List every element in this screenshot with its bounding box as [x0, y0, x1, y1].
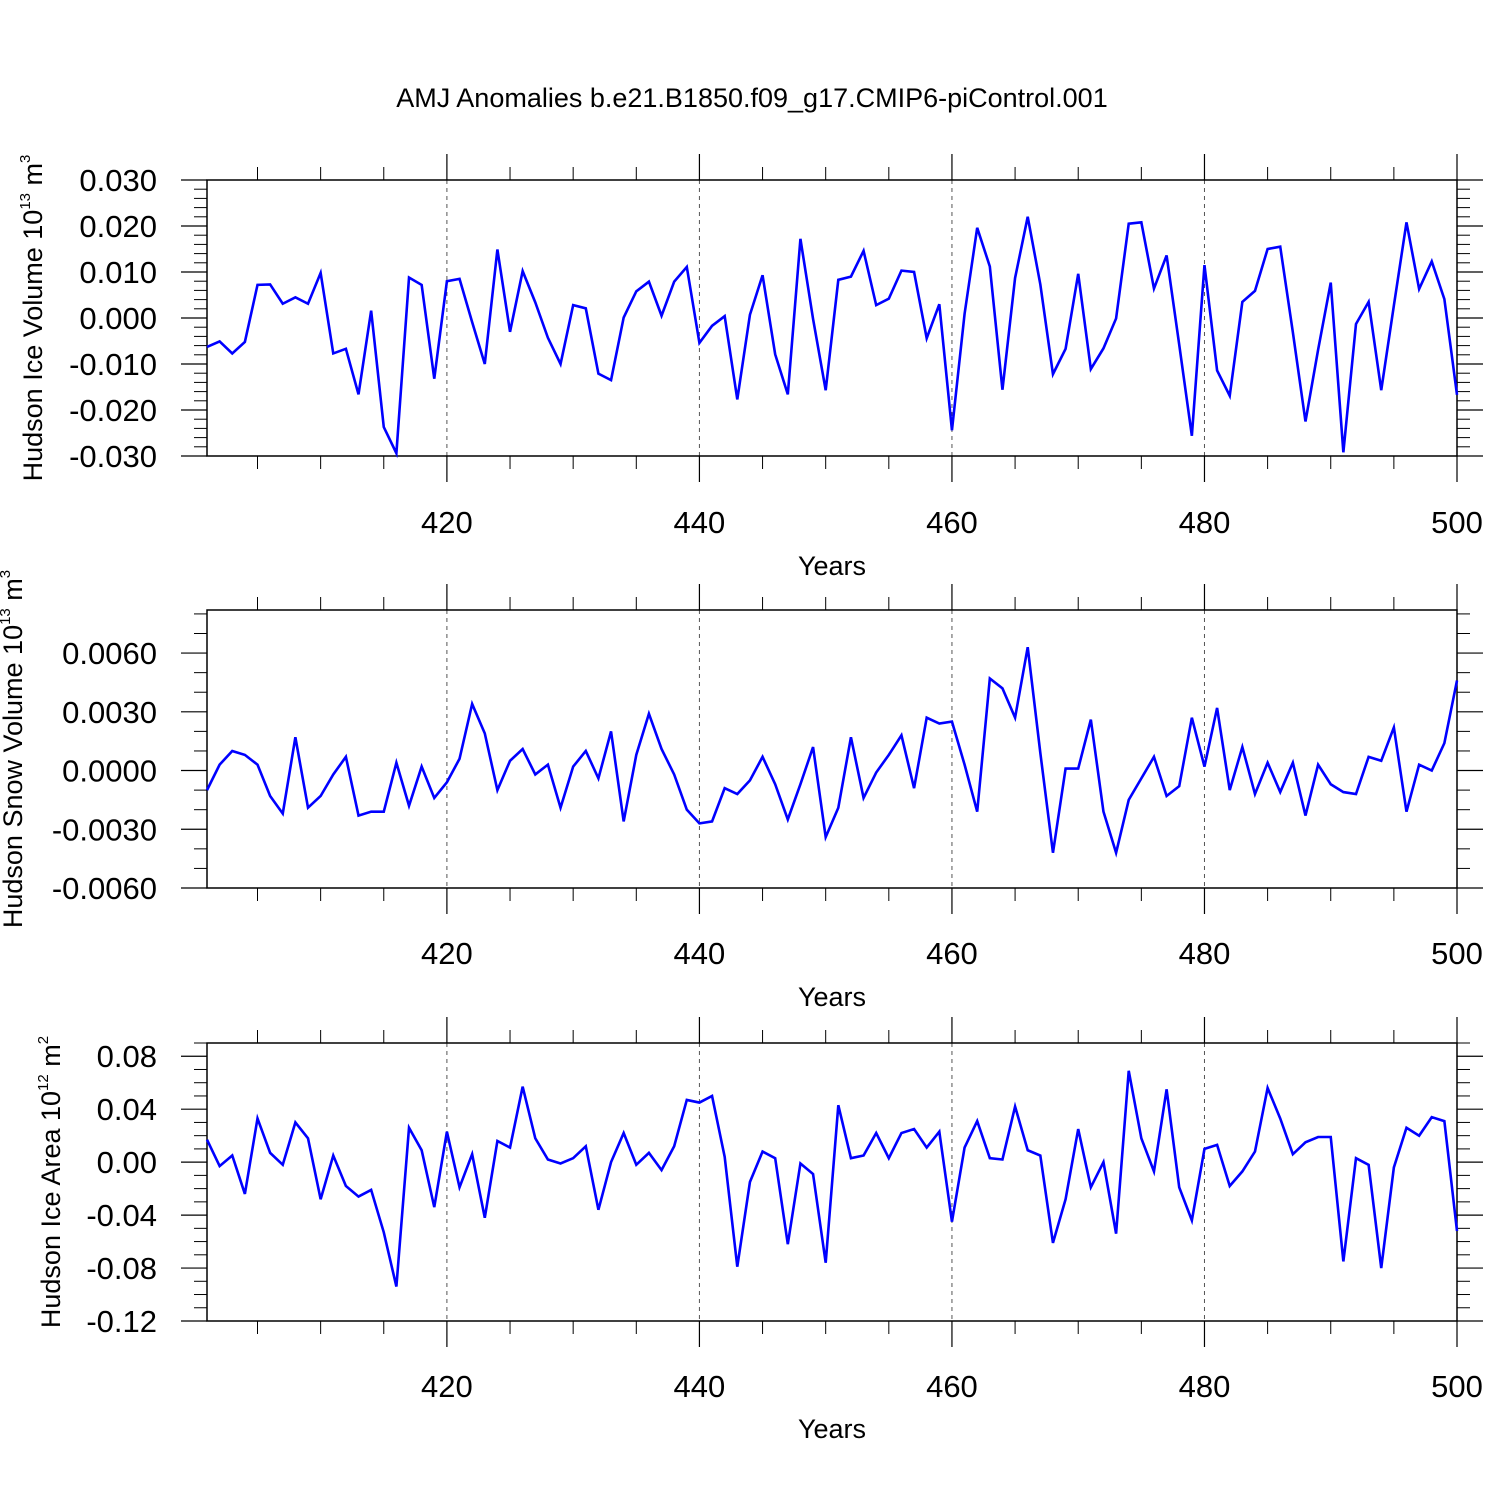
- y-axis-label: Hudson Snow Volume 1013 m3: [0, 570, 28, 928]
- y-tick-label: 0.04: [97, 1092, 157, 1127]
- x-axis-label: Years: [798, 982, 866, 1012]
- data-series-line: [205, 646, 1459, 858]
- x-tick-label: 500: [1431, 505, 1483, 540]
- chart-panel-3: 420 440 460 480 500 -0.12 -0.08 -0.04 0.00 0.04 0.…: [35, 1017, 1483, 1444]
- x-tick-label: 480: [1179, 1369, 1231, 1404]
- chart-panel-2: 420 440 460 480 500 -0.0060 -0.0030 0.0000 0.003…: [0, 570, 1483, 1012]
- x-axis-label: Years: [798, 551, 866, 581]
- x-tick-label: 460: [926, 936, 978, 971]
- data-series-line: [206, 216, 1459, 459]
- x-tick-label: 420: [421, 936, 473, 971]
- y-tick-label: 0.0000: [62, 754, 157, 789]
- y-tick-label: 0.00: [97, 1145, 157, 1180]
- y-tick-label: -0.12: [86, 1304, 157, 1339]
- y-axis-label: Hudson Ice Area 1012 m2: [35, 1036, 66, 1328]
- y-tick-label: -0.0030: [52, 812, 157, 847]
- x-tick-label: 480: [1179, 505, 1231, 540]
- y-tick-label: -0.04: [86, 1198, 157, 1233]
- chart-panel-1: 420 440 460 480 500 -0.030 -0.020 -0.010 0.000 0.…: [17, 154, 1483, 581]
- y-axis-label: Hudson Ice Volume 1013 m3: [17, 155, 48, 482]
- y-tick-label: -0.0060: [52, 871, 157, 906]
- x-tick-label: 480: [1179, 936, 1231, 971]
- figure-title: AMJ Anomalies b.e21.B1850.f09_g17.CMIP6-…: [396, 83, 1107, 113]
- x-tick-label: 500: [1431, 936, 1483, 971]
- data-series-line: [205, 1070, 1459, 1287]
- y-tick-label: 0.0060: [62, 636, 157, 671]
- x-tick-label: 440: [674, 505, 726, 540]
- x-axis-label: Years: [798, 1414, 866, 1444]
- x-tick-label: 440: [674, 1369, 726, 1404]
- y-tick-label: 0.020: [79, 209, 157, 244]
- plot-frame: [206, 609, 1458, 889]
- y-tick-label: -0.010: [69, 347, 157, 382]
- y-tick-label: -0.08: [86, 1251, 157, 1286]
- x-tick-label: 460: [926, 505, 978, 540]
- x-tick-label: 420: [421, 1369, 473, 1404]
- x-tick-label: 460: [926, 1369, 978, 1404]
- y-tick-label: 0.08: [97, 1039, 157, 1074]
- plot-frame: [206, 179, 1458, 457]
- x-tick-label: 440: [674, 936, 726, 971]
- x-tick-label: 500: [1431, 1369, 1483, 1404]
- x-tick-label: 420: [421, 505, 473, 540]
- y-tick-label: 0.000: [79, 301, 157, 336]
- y-tick-label: 0.0030: [62, 695, 157, 730]
- y-tick-label: 0.010: [79, 255, 157, 290]
- plot-frame: [206, 1042, 1458, 1322]
- y-tick-label: 0.030: [79, 163, 157, 198]
- y-tick-label: -0.030: [69, 439, 157, 474]
- y-tick-label: -0.020: [69, 393, 157, 428]
